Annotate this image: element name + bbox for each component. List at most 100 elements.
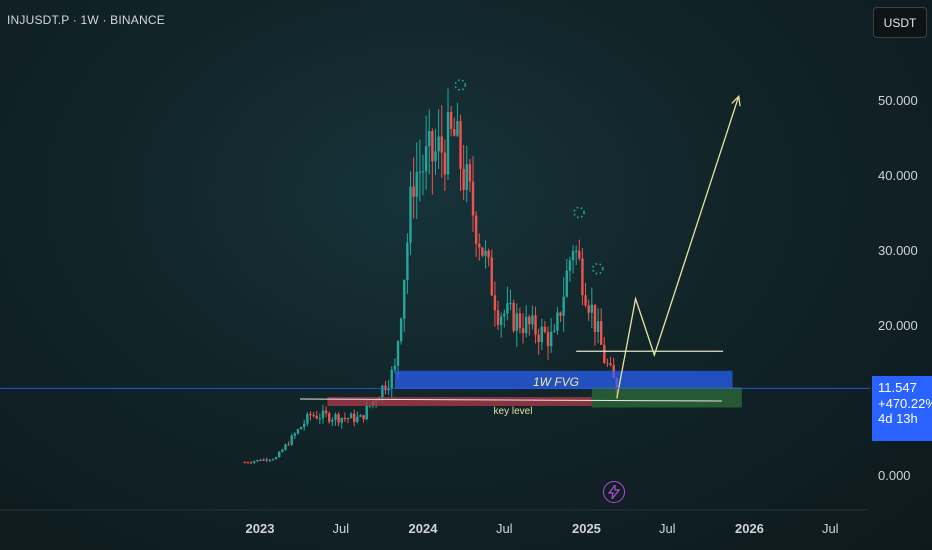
candle — [446, 88, 450, 180]
candle-body — [393, 365, 397, 370]
candle — [293, 431, 297, 439]
candle-body — [559, 312, 562, 316]
candle-body — [346, 418, 350, 420]
candle-body — [606, 362, 609, 364]
zone-1w-fvg — [394, 370, 733, 389]
candle — [496, 300, 500, 330]
candle — [409, 171, 412, 255]
candle-body — [581, 258, 584, 296]
candle — [556, 306, 559, 335]
candle-body — [421, 171, 425, 173]
candle-body — [571, 251, 575, 261]
candle — [343, 412, 347, 422]
candle — [312, 412, 315, 418]
candle-body — [368, 405, 372, 407]
candle-body — [503, 313, 506, 317]
candle — [509, 289, 512, 311]
candle — [596, 308, 600, 344]
candle-body — [574, 250, 578, 252]
candle — [546, 326, 550, 360]
candle — [337, 411, 340, 427]
candle-body — [556, 312, 559, 331]
candle-body — [246, 462, 250, 464]
flash-icon[interactable] — [603, 481, 625, 503]
zone-label: 1W FVG — [533, 375, 579, 389]
candle-body — [306, 413, 309, 424]
candle-body — [415, 172, 418, 197]
candle — [584, 282, 587, 308]
candle-body — [590, 304, 594, 313]
projection-arrowhead — [731, 94, 741, 107]
candle — [565, 258, 568, 298]
candle-body — [262, 459, 265, 461]
candle-body — [334, 414, 337, 420]
candle-body — [478, 243, 481, 248]
candle-body — [434, 151, 437, 162]
candle — [468, 158, 472, 192]
candle — [568, 256, 572, 282]
candle-body — [446, 112, 450, 175]
key-level-line — [299, 398, 723, 402]
candle — [334, 412, 337, 426]
candle-body — [396, 341, 400, 366]
candle-body — [546, 332, 550, 347]
x-tick-label: 2024 — [409, 521, 439, 536]
candle — [609, 357, 612, 367]
x-tick-label: Jul — [659, 521, 676, 536]
reversal-marker — [454, 79, 467, 91]
price-change: +470.22% — [878, 395, 932, 411]
candle-body — [515, 313, 518, 331]
candle-body — [462, 168, 465, 190]
candle-body — [281, 449, 284, 452]
candle-body — [499, 316, 503, 325]
candle-body — [293, 433, 297, 436]
candle — [249, 461, 253, 464]
candle-body — [496, 310, 500, 325]
candle — [587, 299, 590, 321]
candle-body — [440, 136, 443, 153]
candle — [356, 411, 359, 424]
candle — [443, 139, 447, 192]
candle-body — [274, 457, 278, 460]
symbol-title[interactable]: INJUSDT.P · 1W · BINANCE — [7, 13, 165, 27]
candle — [521, 313, 525, 344]
candle-body — [356, 416, 359, 423]
candle — [296, 428, 300, 435]
candle-body — [587, 305, 590, 313]
candle — [309, 411, 312, 421]
candle-body — [456, 121, 459, 136]
candle-body — [474, 215, 478, 244]
candle-body — [596, 321, 600, 332]
support-zone — [591, 387, 742, 408]
candle-body — [449, 112, 453, 130]
x-axis[interactable]: 2023 Jul 2024 Jul 2025 Jul 2026 Jul — [0, 509, 868, 536]
currency-button[interactable]: USDT — [873, 7, 927, 38]
candle — [424, 115, 428, 190]
candle — [384, 380, 387, 395]
candle — [256, 459, 259, 463]
candle-body — [287, 444, 290, 446]
reversal-marker — [592, 262, 604, 275]
candle — [431, 128, 434, 195]
candle-body — [599, 321, 603, 345]
candle-body — [353, 413, 356, 423]
candle — [274, 456, 278, 460]
candle-body — [271, 459, 275, 461]
x-tick-label: 2025 — [572, 521, 601, 536]
candle — [562, 277, 565, 332]
y-tick-label: 0.000 — [878, 468, 911, 483]
candle — [606, 358, 609, 368]
candle — [603, 337, 606, 364]
candle — [449, 105, 453, 137]
candle-body — [399, 318, 403, 342]
candle — [412, 157, 415, 219]
candle — [265, 457, 268, 463]
candle — [518, 307, 522, 334]
candle-body — [328, 413, 331, 422]
candle — [306, 412, 309, 427]
candle — [324, 406, 328, 417]
reversal-marker — [573, 206, 585, 219]
candle — [406, 233, 409, 294]
